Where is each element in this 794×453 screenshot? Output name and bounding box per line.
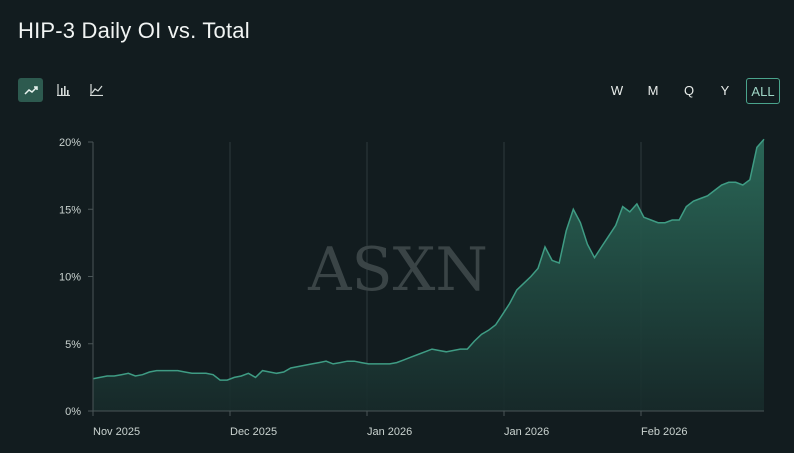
chart-title: HIP-3 Daily OI vs. Total — [18, 18, 250, 43]
y-tick-label: 10% — [59, 272, 81, 284]
bar-chart-button[interactable] — [51, 78, 76, 102]
range-all-button[interactable]: ALL — [746, 78, 780, 104]
y-tick-label: 15% — [59, 204, 81, 216]
line-chart-button[interactable] — [84, 78, 109, 102]
x-tick-label: Jan 2026 — [367, 426, 412, 438]
area-chart-button[interactable] — [18, 78, 43, 102]
y-tick-label: 0% — [65, 406, 81, 418]
x-tick-label: Feb 2026 — [641, 426, 687, 438]
y-axis-ticks: 0% 5% 10% 15% 20% — [59, 137, 93, 418]
range-month-button[interactable]: M — [647, 82, 659, 98]
range-toolbar: W M Q Y ALL — [602, 78, 780, 104]
series-area — [93, 139, 764, 412]
y-tick-label: 20% — [59, 137, 81, 149]
range-quarter-button[interactable]: Q — [683, 82, 695, 98]
chart-type-toolbar — [18, 78, 109, 102]
range-year-button[interactable]: Y — [720, 82, 730, 98]
x-tick-label: Dec 2025 — [230, 426, 277, 438]
range-week-button[interactable]: W — [610, 82, 624, 98]
series-line — [92, 138, 765, 381]
y-tick-label: 5% — [65, 339, 81, 351]
watermark: ASXN — [307, 235, 488, 305]
x-tick-label: Jan 2026 — [504, 426, 549, 438]
x-tick-label: Nov 2025 — [93, 426, 140, 438]
bar-chart-icon — [57, 84, 70, 96]
trending-up-icon — [23, 86, 38, 95]
line-chart-icon — [90, 84, 103, 96]
x-axis-ticks: Nov 2025 Dec 2025 Jan 2026 Jan 2026 Feb 2026 — [92, 411, 687, 438]
